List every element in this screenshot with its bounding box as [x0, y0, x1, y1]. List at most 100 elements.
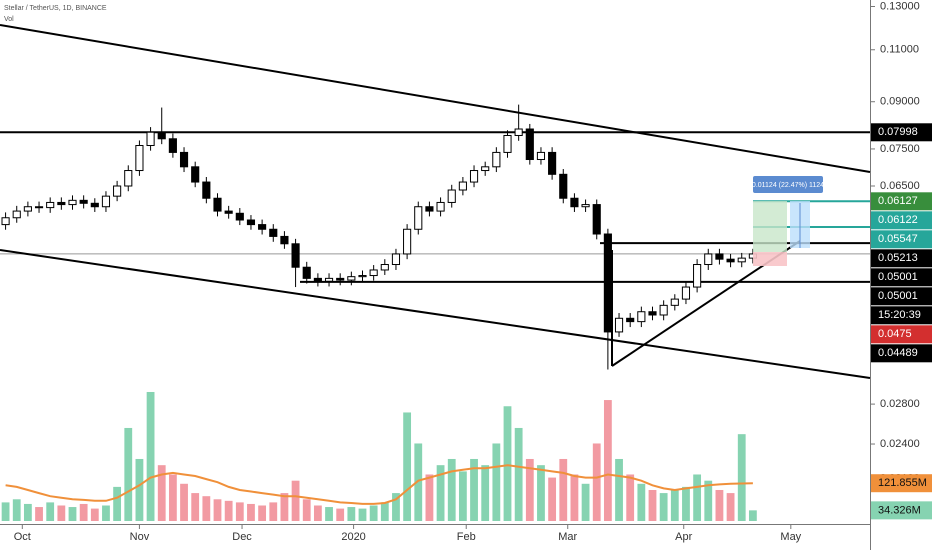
volume-bar [603, 400, 612, 521]
volume-bar [403, 412, 412, 521]
channel-bottom [0, 249, 871, 379]
volume-bar [124, 427, 133, 521]
volume-bar [726, 493, 735, 521]
candle-body [191, 166, 200, 183]
volume-bar [481, 465, 490, 521]
candle-body [12, 210, 21, 219]
volume-bar [102, 505, 110, 521]
candle-body [157, 131, 166, 140]
candle-body [224, 210, 233, 214]
price-axis: 0.13000 0.11000 0.09000 0.07500 0.06500 0.028… [14, 0, 932, 543]
candle-body [481, 166, 490, 172]
candle-body [525, 128, 534, 161]
candle-body [179, 151, 189, 168]
volume-bar [615, 458, 623, 521]
volume-bar [592, 443, 601, 521]
volume-bar [682, 486, 690, 521]
candle-body [391, 253, 401, 266]
candle-body [57, 201, 66, 206]
price-label-box [871, 268, 932, 287]
volume-bar [548, 477, 557, 521]
volume-bar [492, 443, 501, 521]
position-label-box [753, 176, 823, 193]
volume-bar [269, 502, 278, 521]
candle-body [581, 204, 590, 208]
price-label-box [871, 123, 932, 142]
y-tick-label: 0.09000 [880, 96, 920, 108]
x-tick-label: May [780, 531, 801, 543]
y-tick-label: 0.02400 [880, 438, 920, 450]
volume-bar [626, 474, 635, 521]
candle-body [670, 298, 679, 306]
volume-bar [358, 508, 367, 521]
volume-bar [737, 434, 746, 521]
position-target [753, 201, 787, 252]
candle-body [614, 317, 624, 333]
x-tick-label: Oct [14, 531, 31, 543]
volume-bar [458, 471, 467, 521]
y-tick-label: 0.11000 [880, 44, 919, 56]
volume-bar [693, 474, 702, 521]
y-tick-label: 0.13000 [880, 0, 920, 12]
candle-body [603, 233, 612, 333]
price-label-box [871, 325, 932, 344]
candle-body [469, 170, 479, 183]
volume-bar [1, 502, 10, 521]
candle-body [514, 128, 523, 136]
candle-body [715, 253, 724, 260]
x-tick-label: Dec [232, 531, 252, 543]
volume-label: 121.855M [878, 477, 927, 489]
countdown-box [871, 306, 932, 325]
candle-body [135, 145, 144, 172]
price-label-box [871, 211, 932, 230]
candle-body [269, 228, 278, 237]
volume-bar [570, 474, 579, 521]
volume-bar [514, 427, 523, 521]
price-label: 0.05001 [878, 271, 918, 283]
candle-body [90, 202, 99, 208]
volume-bar [247, 503, 255, 521]
y-tick-label: 0.07500 [880, 143, 920, 155]
volume-bar [425, 474, 434, 521]
countdown: 15:20:39 [878, 309, 921, 321]
volume-bar [715, 489, 724, 521]
candle-body [213, 197, 222, 212]
volume-bar [313, 505, 322, 521]
candle-body [592, 204, 601, 235]
candle-body [536, 151, 546, 161]
position-stop [753, 252, 787, 266]
candle-body [68, 199, 77, 206]
volume-bar [235, 502, 244, 521]
candle-body [403, 228, 412, 255]
candle-body [659, 304, 668, 316]
volume-bar [79, 503, 88, 521]
candle-body [235, 212, 244, 221]
candle-body [46, 201, 55, 209]
volume-bar [302, 499, 311, 521]
candle-body [113, 185, 122, 197]
candle-body [369, 269, 378, 277]
volume-label-box [871, 501, 932, 520]
price-label: 0.06127 [878, 195, 918, 207]
x-tick-label: Nov [130, 531, 150, 543]
volume-bar [537, 465, 545, 521]
price-label: 0.04489 [878, 347, 918, 359]
volume-bar [637, 483, 646, 521]
volume-bar [135, 458, 144, 521]
candle-body [101, 195, 111, 208]
volume-bar [347, 507, 356, 521]
candle-body [324, 277, 334, 282]
volume-bar [503, 406, 512, 521]
candle-body [23, 206, 32, 212]
price-label: 0.05001 [878, 290, 918, 302]
candle-body [280, 235, 289, 245]
volume-bar [35, 507, 43, 521]
candle-body [202, 181, 211, 199]
candle-body [436, 201, 445, 212]
x-tick-label: Mar [558, 531, 577, 543]
volume-bar [659, 493, 668, 521]
x-tick-label: 2020 [341, 531, 365, 543]
volume-bar [280, 493, 289, 521]
volume-label: 34.326M [878, 504, 921, 516]
